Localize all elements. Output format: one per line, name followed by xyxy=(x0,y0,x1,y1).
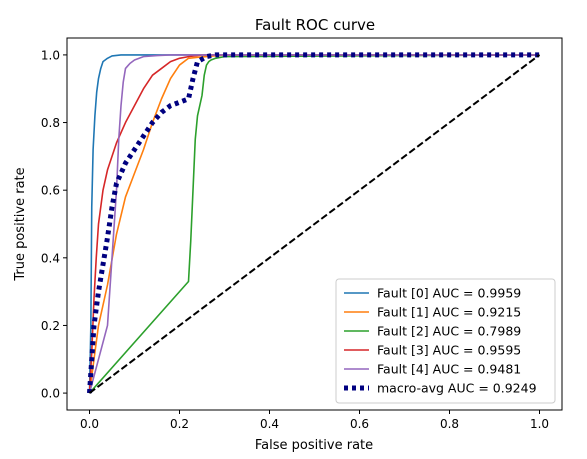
legend-label: Fault [4] AUC = 0.9481 xyxy=(377,362,521,377)
legend-label: Fault [0] AUC = 0.9959 xyxy=(377,286,521,301)
series-line-4 xyxy=(88,54,540,394)
plot-frame xyxy=(66,37,563,411)
plot-lines xyxy=(87,52,541,394)
x-tick-label: 0.8 xyxy=(440,417,459,431)
y-axis-ticks: 0.0 0.2 0.4 0.6 0.8 1.0 xyxy=(41,48,67,401)
legend-label: Fault [1] AUC = 0.9215 xyxy=(377,305,521,320)
x-tick-label: 0.4 xyxy=(260,417,279,431)
series-line-3 xyxy=(88,54,540,394)
legend-label: macro-avg AUC = 0.9249 xyxy=(377,381,537,396)
y-tick-label: 1.0 xyxy=(41,48,60,62)
x-axis-ticks: 0.0 0.2 0.4 0.6 0.8 1.0 xyxy=(80,410,549,431)
legend-box xyxy=(335,278,556,404)
y-tick-label: 0.4 xyxy=(41,251,60,265)
y-tick-label: 0.8 xyxy=(41,116,60,130)
x-axis-label: False positive rate xyxy=(255,438,373,453)
x-tick-label: 1.0 xyxy=(530,417,549,431)
x-tick-label: 0.0 xyxy=(80,417,99,431)
y-tick-label: 0.2 xyxy=(41,319,60,333)
x-tick-label: 0.2 xyxy=(170,417,189,431)
series-line-2 xyxy=(88,54,540,394)
y-tick-label: 0.6 xyxy=(41,184,60,198)
series-line-5 xyxy=(87,52,540,394)
y-axis-label: True positive rate xyxy=(13,167,28,281)
chart-title: Fault ROC curve xyxy=(255,16,375,34)
x-tick-label: 0.6 xyxy=(350,417,369,431)
legend-label: Fault [3] AUC = 0.9595 xyxy=(377,343,521,358)
series-line-6 xyxy=(88,54,541,394)
y-tick-label: 0.0 xyxy=(41,387,60,401)
series-line-0 xyxy=(88,54,540,394)
legend: Fault [0] AUC = 0.9959 Fault [1] AUC = 0.… xyxy=(335,278,556,404)
legend-label: Fault [2] AUC = 0.7989 xyxy=(377,324,521,339)
